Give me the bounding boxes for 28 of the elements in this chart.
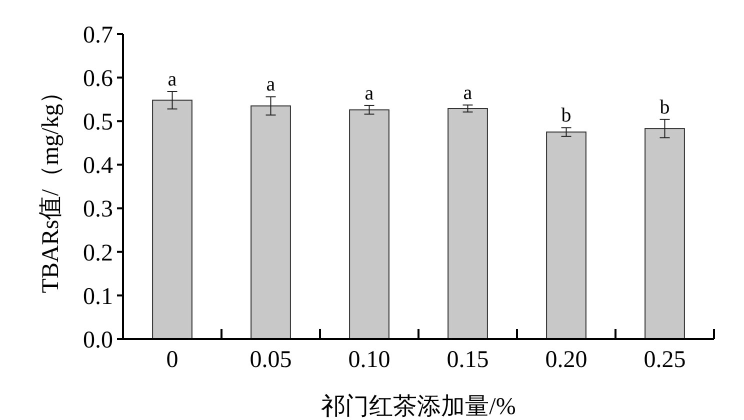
annotation: a <box>168 68 177 91</box>
y-tick-label: 0.0 <box>83 327 113 354</box>
x-tick-label: 0.25 <box>644 347 686 373</box>
x-tick-label: 0.05 <box>250 347 292 373</box>
annotation: b <box>561 104 572 127</box>
annotation: b <box>660 96 670 118</box>
bar <box>349 109 390 340</box>
annotation: a <box>364 82 374 104</box>
bar <box>448 108 488 340</box>
x-axis-title: 祁门红茶添加量/% <box>321 393 516 420</box>
annotation: a <box>266 74 276 96</box>
annotation: a <box>463 82 472 104</box>
y-tick-label: 0.1 <box>83 284 113 310</box>
bar <box>546 132 586 340</box>
y-tick-label: 0.4 <box>83 153 113 180</box>
y-axis-title: TBARs值/（mg/kg） <box>38 80 64 294</box>
y-tick-label: 0.6 <box>83 66 113 92</box>
y-tick-label: 0.2 <box>83 240 113 266</box>
y-tick-label: 0.3 <box>83 196 113 223</box>
bar <box>250 105 291 340</box>
x-tick-label: 0.10 <box>348 347 390 373</box>
y-tick-label: 0.7 <box>83 22 113 48</box>
x-tick-label: 0.15 <box>446 347 489 373</box>
y-tick-label: 0.5 <box>83 110 113 136</box>
bar <box>152 100 192 340</box>
x-tick-label: 0.20 <box>545 347 588 373</box>
bar <box>644 128 685 340</box>
x-tick-label: 0 <box>166 347 178 373</box>
